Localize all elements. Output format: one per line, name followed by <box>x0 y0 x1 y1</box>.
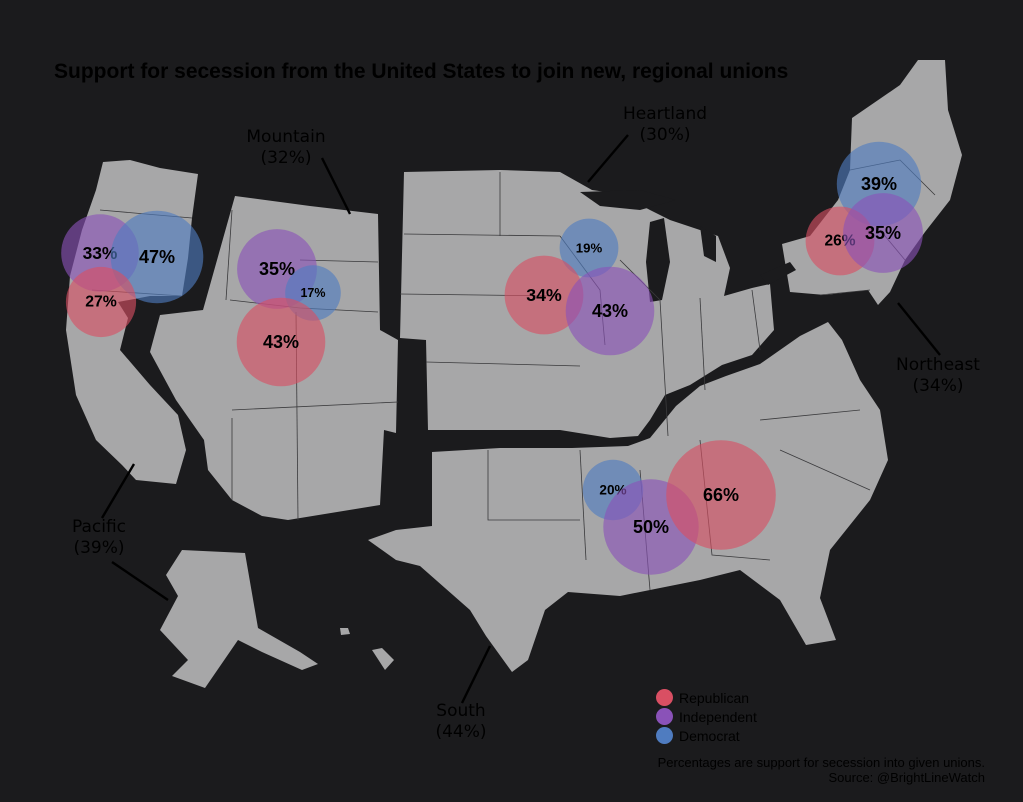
bubble-label-south-independent: 50% <box>633 517 669 537</box>
source-line: Source: @BrightLineWatch <box>828 770 985 785</box>
state-border <box>579 449 587 561</box>
state-border <box>231 401 399 411</box>
legend-label: Democrat <box>679 727 740 744</box>
legend-item-independent: Independent <box>656 707 757 726</box>
leader-northeast <box>897 302 941 356</box>
hawaii-island-shape <box>372 648 394 670</box>
state-border <box>759 409 861 421</box>
state-border <box>225 209 233 301</box>
bubble-label-south-republican: 66% <box>703 485 739 505</box>
lake-erie-shape <box>760 262 796 285</box>
bubble-label-northeast-independent: 35% <box>865 223 901 243</box>
alaska-shape <box>160 550 318 688</box>
party-legend: Republican Independent Democrat <box>656 688 757 745</box>
democrat-dot <box>656 727 673 744</box>
region-name: Mountain <box>246 127 326 147</box>
bubble-pacific-republican <box>65 266 137 338</box>
legend-label: Republican <box>679 689 750 706</box>
legend-item-democrat: Democrat <box>656 726 757 745</box>
legend-label: Independent <box>679 708 757 725</box>
bubble-label-mountain-independent: 35% <box>259 259 295 279</box>
leader-pacific <box>111 561 169 601</box>
leader-pacific <box>100 463 136 519</box>
bubble-label-heartland-democrat: 19% <box>576 241 603 256</box>
label-leader-lines <box>100 134 941 704</box>
bubble-label-heartland-republican: 34% <box>526 285 562 305</box>
state-border <box>619 259 669 437</box>
state-border <box>751 289 761 351</box>
bubble-mountain-republican <box>236 297 326 387</box>
bubble-label-heartland-independent: 43% <box>592 301 628 321</box>
region-percent: (44%) <box>435 722 487 742</box>
bubble-layer: 33% 47%27%35%17%43%19%34%43%39%26% 35%20%5… <box>61 141 923 575</box>
map-title: Support for secession from the United St… <box>54 60 789 83</box>
region-label-mountain: Mountain (32%) <box>226 127 346 169</box>
bubble-northeast-independent <box>843 193 923 273</box>
state-border <box>819 289 871 296</box>
region-label-heartland: Heartland (30%) <box>605 104 725 146</box>
region-label-pacific: Pacific (39%) <box>39 517 159 559</box>
bubble-heartland-independent <box>565 266 655 356</box>
bubble-label-northeast-democrat: 39% <box>861 174 897 194</box>
region-percent: (32%) <box>260 148 312 168</box>
lake-huron-shape <box>700 226 716 262</box>
leader-mountain <box>320 157 352 215</box>
bubble-label-pacific-republican: 27% <box>85 294 117 311</box>
region-name: Heartland <box>622 104 708 124</box>
independent-dot <box>656 708 673 725</box>
state-border <box>699 297 706 391</box>
hawaii-island-shape <box>340 628 350 635</box>
leader-south <box>460 645 492 704</box>
lake-superior-shape <box>580 190 676 210</box>
bubble-south-republican <box>666 440 776 550</box>
region-percent: (39%) <box>73 538 125 558</box>
bubble-pacific-democrat <box>110 210 204 304</box>
land-layer <box>66 60 962 688</box>
bubble-label-pacific-independent: 33% <box>83 243 118 263</box>
region-label-south: South (44%) <box>401 701 521 743</box>
legend-item-republican: Republican <box>656 688 757 707</box>
note-line: Percentages are support for secession in… <box>657 755 985 770</box>
leader-heartland <box>587 134 629 183</box>
state-border <box>403 233 561 237</box>
lake-michigan-shape <box>646 218 670 302</box>
region-percent: (30%) <box>639 125 691 145</box>
state-border <box>425 361 581 367</box>
bubble-label-mountain-republican: 43% <box>263 332 299 352</box>
state-border <box>779 449 871 491</box>
region-name: South <box>436 701 486 721</box>
region-percent: (34%) <box>912 376 964 396</box>
region-label-northeast: Northeast (34%) <box>878 355 998 397</box>
region-name: Northeast <box>896 355 980 375</box>
region-name: Pacific <box>71 517 127 537</box>
bubble-label-pacific-democrat: 47% <box>139 247 175 267</box>
bubble-heartland-democrat <box>559 218 619 278</box>
bubble-heartland-republican <box>504 255 584 335</box>
source-note: Percentages are support for secession in… <box>658 755 985 785</box>
bubble-label-mountain-democrat: 17% <box>300 286 325 300</box>
republican-dot <box>656 689 673 706</box>
state-border <box>487 450 580 521</box>
